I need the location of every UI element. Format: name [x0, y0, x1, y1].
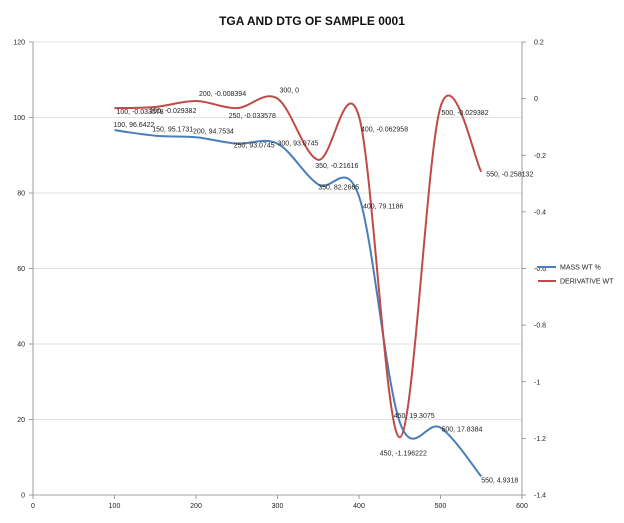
chart-title: TGA AND DTG OF SAMPLE 0001	[219, 14, 405, 28]
gridlines	[33, 41, 522, 420]
y-right-tick-label: -0.8	[534, 323, 546, 330]
legend-entry: MASS WT %	[560, 265, 601, 272]
data-label: 500, 17.8384	[442, 427, 483, 434]
y-left-tick-label: 20	[17, 417, 25, 424]
y-left-tick-label: 0	[21, 493, 25, 500]
data-label: 350, -0.21616	[315, 163, 358, 170]
data-label: 250, 93.0745	[234, 143, 275, 150]
data-label: 150, 95.1731	[152, 127, 193, 134]
y-left-tick-label: 120	[13, 40, 25, 47]
y-right-tick-label: -0.2	[534, 153, 546, 160]
y-right-tick-label: -1.4	[534, 493, 546, 500]
x-tick-label: 600	[516, 503, 528, 510]
y-right-tick-label: 0.2	[534, 40, 544, 47]
y-right-tick-label: 0	[534, 96, 538, 103]
y-left-tick-label: 60	[17, 266, 25, 273]
data-label: 300, 0	[280, 88, 300, 95]
data-label: 150, -0.029382	[149, 108, 196, 115]
x-tick-label: 100	[109, 503, 121, 510]
data-label: 200, -0.008394	[199, 91, 246, 98]
data-label: 550, 4.9318	[481, 477, 518, 484]
legend: MASS WT % DERIVATIVE WT	[538, 265, 614, 286]
legend-entry: DERIVATIVE WT	[560, 279, 614, 286]
y-right-tick-label: -0.6	[534, 266, 546, 273]
data-label: 300, 93.0745	[278, 141, 319, 148]
data-label: 350, 82.2665	[318, 184, 359, 191]
axes: 0 100 200 300 400 500 600 0 20 40 60 80 100 120 -1.4 -1…	[13, 40, 546, 511]
y-left-tick-label: 100	[13, 115, 25, 122]
data-label: 450, 19.3075	[394, 413, 435, 420]
data-label: 200, 94.7534	[193, 128, 234, 135]
y-left-tick-label: 40	[17, 342, 25, 349]
data-label: 450, -1.196222	[380, 450, 427, 457]
series-line-derivative-wt	[114, 94, 483, 439]
x-tick-label: 200	[190, 503, 202, 510]
data-label: 400, 79.1186	[363, 203, 403, 210]
x-tick-label: 500	[435, 503, 447, 510]
series-layer	[114, 94, 483, 478]
y-right-tick-label: -1.2	[534, 436, 546, 443]
data-label: 100, -0.033578	[117, 109, 164, 116]
data-label: 400, -0.062958	[361, 126, 408, 133]
data-label: 100, 96.6422	[114, 122, 155, 129]
data-label: 550, -0.258132	[486, 172, 533, 179]
y-left-tick-label: 80	[17, 191, 25, 198]
x-tick-label: 0	[31, 503, 35, 510]
data-label: 250, -0.033578	[229, 113, 276, 120]
x-tick-label: 400	[353, 503, 365, 510]
series-line-mass-wt	[114, 129, 483, 478]
y-right-tick-label: -0.4	[534, 209, 546, 216]
data-label: 500, -0.029382	[442, 110, 489, 117]
y-right-tick-label: -1	[534, 379, 540, 386]
x-tick-label: 300	[272, 503, 284, 510]
